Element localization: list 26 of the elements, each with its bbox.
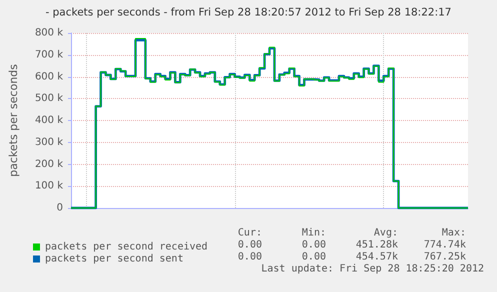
y-tick-label: 0 [56,202,63,214]
y-tick-label: 300 k [34,136,64,148]
text: 451.28k [356,240,398,250]
text: Max: [442,228,466,238]
text: 454.57k [356,252,398,262]
y-tick-label: 100 k [34,180,64,192]
y-tick-label: 700 k [34,49,64,60]
y-tick-label: 800 k [34,28,64,38]
chart-title: - packets per seconds - from Fri Sep 28 18:20:57 2012 to Fri Sep 28 18:22:17 [46,6,452,18]
text: 0.00 [302,240,326,250]
y-tick-label: 600 k [34,71,64,82]
text: 774.74k [424,240,466,250]
y-tick-label: 400 k [34,115,64,126]
text: Min: [302,228,326,238]
y-tick-label: 500 k [34,93,64,104]
y-axis-title: packets per seconds [7,64,20,177]
text: 0.00 [238,252,262,262]
y-tick-label: 200 k [34,158,64,170]
text: Avg: [374,228,398,238]
legend-label: packets per second sent [45,254,184,264]
legend-label: packets per second received [45,242,208,252]
text: 767.25k [424,252,466,262]
text: Last update: Fri Sep 28 18:25:20 2012 [261,264,484,274]
text: 0.00 [302,252,326,262]
text: Cur: [238,228,262,238]
text: 0.00 [238,240,262,250]
